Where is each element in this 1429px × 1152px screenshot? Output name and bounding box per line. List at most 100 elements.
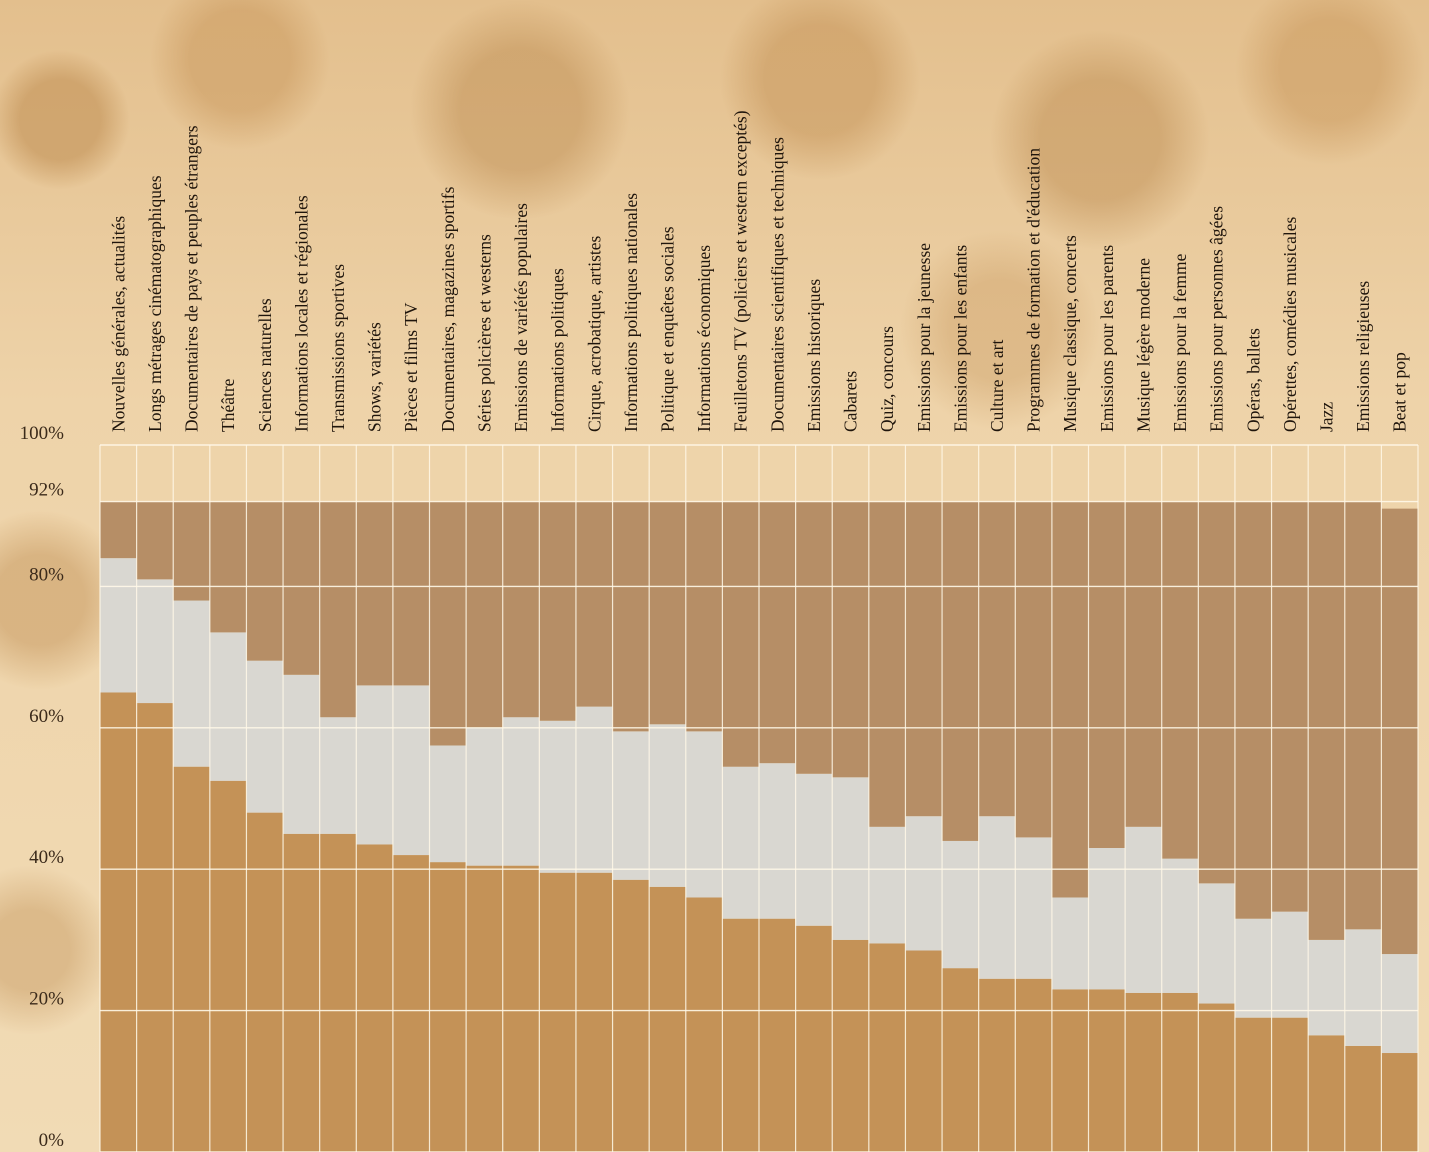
category-label: Opéras, ballets <box>1243 328 1263 432</box>
bar-segment-3-14 <box>575 501 613 707</box>
bar-segment-2-6 <box>283 674 320 834</box>
bar-segment-3-17 <box>685 501 723 732</box>
y-tick-label: 20% <box>29 989 64 1010</box>
category-label: Musique classique, concerts <box>1060 235 1080 432</box>
bar-segment-3-2 <box>136 501 174 580</box>
category-label: Emissions religieuses <box>1353 281 1373 432</box>
category-label: Documentaires de pays et peuples étrange… <box>182 125 202 432</box>
y-tick-label: 60% <box>29 706 64 727</box>
category-label: Sciences naturelles <box>255 298 275 432</box>
bar-segment-2-9 <box>392 685 430 856</box>
bar-segment-2-22 <box>868 826 906 944</box>
bar-segment-3-22 <box>868 501 906 827</box>
bar-segment-1-18 <box>722 918 759 1152</box>
bars-layer <box>100 501 1418 1152</box>
category-label: Séries policières et westerns <box>474 234 494 432</box>
bar-segment-3-4 <box>209 501 247 633</box>
bar-segment-1-28 <box>1088 989 1126 1152</box>
bar-segment-2-27 <box>1051 897 1089 990</box>
bar-segment-2-3 <box>173 600 210 767</box>
x-axis-category-labels: Nouvelles générales, actualités Longs mét… <box>108 110 1409 432</box>
bar-segment-3-23 <box>905 501 943 817</box>
bar-segment-2-31 <box>1198 883 1235 1004</box>
category-label: Nouvelles générales, actualités <box>108 216 128 432</box>
bar-segment-1-32 <box>1234 1017 1272 1152</box>
bar-segment-1-30 <box>1161 992 1199 1152</box>
category-label: Politique et enquêtes sociales <box>657 226 677 432</box>
category-label: Théâtre <box>218 378 238 432</box>
bar-segment-2-26 <box>1015 837 1052 979</box>
bar-segment-3-31 <box>1198 501 1235 884</box>
bar-segment-1-1 <box>100 692 137 1152</box>
bar-segment-3-5 <box>246 501 284 661</box>
bar-segment-2-23 <box>905 816 943 951</box>
bar-segment-1-4 <box>209 780 247 1152</box>
bar-segment-2-21 <box>832 777 869 940</box>
bar-segment-2-16 <box>649 724 686 887</box>
category-label: Quiz, concours <box>877 326 897 432</box>
bar-segment-1-23 <box>905 950 943 1152</box>
bar-segment-3-20 <box>795 501 833 774</box>
category-label: Emissions pour la femme <box>1170 253 1190 432</box>
category-label: Documentaires, magazines sportifs <box>438 186 458 432</box>
bar-segment-1-7 <box>319 833 357 1152</box>
bar-segment-3-3 <box>173 501 210 601</box>
category-label: Informations économiques <box>694 245 714 432</box>
bar-segment-3-10 <box>429 501 467 746</box>
category-label: Informations locales et régionales <box>291 195 311 432</box>
category-label: Emissions de variétés populaires <box>511 203 531 432</box>
bar-segment-1-29 <box>1125 992 1162 1152</box>
bar-segment-2-2 <box>136 579 174 704</box>
bar-segment-2-28 <box>1088 847 1126 990</box>
category-label: Longs métrages cinématographiques <box>145 175 165 432</box>
bar-segment-1-11 <box>466 865 503 1152</box>
bar-segment-3-18 <box>722 501 759 767</box>
bar-segment-1-8 <box>356 844 393 1152</box>
bar-segment-2-19 <box>759 763 796 919</box>
bar-segment-2-18 <box>722 766 759 919</box>
bar-segment-1-6 <box>283 833 320 1152</box>
bar-segment-2-5 <box>246 660 284 813</box>
bar-segment-3-34 <box>1308 501 1345 940</box>
category-label: Emissions pour la jeunesse <box>914 243 934 432</box>
bar-segment-1-33 <box>1271 1017 1309 1152</box>
bar-segment-3-26 <box>1015 501 1052 838</box>
category-label: Informations politiques nationales <box>621 193 641 432</box>
bar-segment-1-19 <box>759 918 796 1152</box>
category-label: Opérettes, comédies musicales <box>1280 217 1300 432</box>
bar-segment-3-35 <box>1344 501 1382 930</box>
bar-segment-3-27 <box>1051 501 1089 898</box>
category-label: Pièces et films TV <box>401 302 421 432</box>
category-label: Cirque, acrobatique, artistes <box>584 235 604 432</box>
bar-segment-2-1 <box>100 558 137 693</box>
bar-segment-1-26 <box>1015 978 1052 1152</box>
bar-segment-2-24 <box>942 840 979 969</box>
category-label: Cabarets <box>841 371 861 432</box>
bar-segment-1-24 <box>942 968 979 1152</box>
category-label: Emissions historiques <box>804 279 824 432</box>
grid-layer <box>99 444 1419 1152</box>
category-label: Beat et pop <box>1390 352 1410 432</box>
bar-segment-1-21 <box>832 939 869 1152</box>
category-label: Shows, variétés <box>365 322 385 432</box>
bar-segment-3-12 <box>502 501 540 718</box>
bar-segment-2-36 <box>1381 954 1418 1054</box>
bar-segment-1-16 <box>649 886 686 1152</box>
bar-segment-3-29 <box>1125 501 1162 827</box>
bar-segment-2-15 <box>612 731 650 880</box>
category-label: Culture et art <box>987 340 1007 432</box>
bar-segment-3-11 <box>466 501 503 728</box>
bar-segment-2-13 <box>539 720 576 873</box>
bar-segment-2-32 <box>1234 918 1272 1018</box>
bar-segment-2-7 <box>319 717 357 834</box>
bar-segment-3-19 <box>759 501 796 764</box>
bar-segment-2-10 <box>429 745 467 863</box>
bar-segment-2-33 <box>1271 911 1309 1018</box>
bar-segment-2-8 <box>356 685 393 845</box>
category-label: Emissions pour les enfants <box>950 245 970 432</box>
bar-segment-1-14 <box>575 872 613 1152</box>
bar-segment-3-16 <box>649 501 686 725</box>
bar-segment-1-12 <box>502 865 540 1152</box>
bar-segment-2-14 <box>575 706 613 873</box>
y-tick-label: 80% <box>29 564 64 585</box>
